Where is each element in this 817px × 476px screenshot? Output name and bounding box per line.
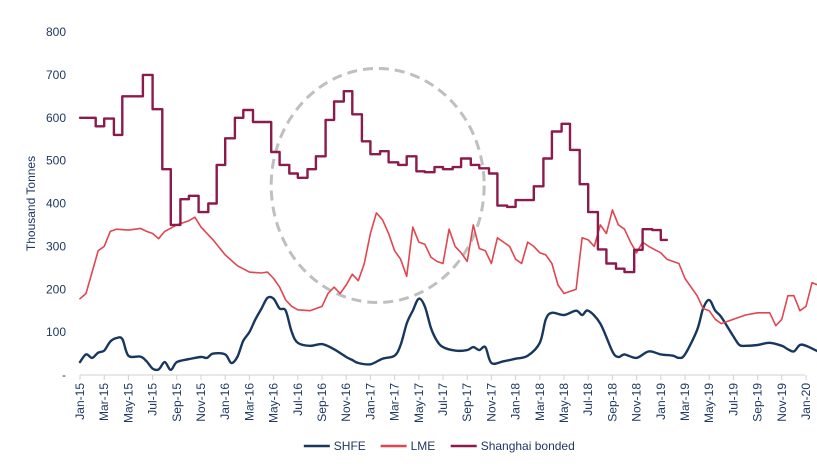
x-tick-label: Nov-19 bbox=[775, 383, 789, 422]
x-tick-label: Sep-15 bbox=[170, 383, 184, 422]
annotation-layer bbox=[269, 66, 486, 305]
axis-layer: - 100 200 300 400 500 600 700 800 Jan-15 Mar-15 May… bbox=[46, 25, 813, 423]
y-tick-label: 200 bbox=[46, 282, 66, 296]
x-tick-label: Mar-17 bbox=[388, 383, 402, 421]
x-tick-label: May-16 bbox=[267, 383, 281, 423]
x-tick-label: May-18 bbox=[557, 383, 571, 423]
x-tick-label: Jul-18 bbox=[581, 383, 595, 416]
y-axis-title: Thousand Tonnes bbox=[24, 156, 38, 251]
series-line-lme bbox=[79, 209, 817, 327]
y-tick-label: - bbox=[62, 368, 66, 382]
x-tick-label: Jan-16 bbox=[218, 383, 232, 420]
x-tick-label: Sep-17 bbox=[460, 383, 474, 422]
x-tick-label: Jan-17 bbox=[363, 383, 377, 420]
x-tick-label: Nov-15 bbox=[194, 383, 208, 422]
x-tick-label: Jul-19 bbox=[726, 383, 740, 416]
x-tick-label: May-19 bbox=[702, 383, 716, 423]
legend-label-shfe: SHFE bbox=[334, 439, 366, 453]
x-tick-label: Nov-16 bbox=[339, 383, 353, 422]
y-tick-label: 700 bbox=[46, 68, 66, 82]
x-tick-label: May-15 bbox=[121, 383, 135, 423]
y-tick-label: 400 bbox=[46, 197, 66, 211]
x-tick-label: Jan-19 bbox=[654, 383, 668, 420]
x-tick-label: May-17 bbox=[412, 383, 426, 423]
x-tick-label: Jan-15 bbox=[73, 383, 87, 420]
x-tick-label: Jul-15 bbox=[146, 383, 160, 416]
legend-label-lme: LME bbox=[411, 439, 436, 453]
series-layer bbox=[78, 73, 817, 372]
y-tick-label: 100 bbox=[46, 325, 66, 339]
x-tick-label: Nov-18 bbox=[630, 383, 644, 422]
y-tick-label: 500 bbox=[46, 154, 66, 168]
x-tick-label: Mar-18 bbox=[533, 383, 547, 421]
x-tick-label: Jul-16 bbox=[291, 383, 305, 416]
y-tick-label: 800 bbox=[46, 25, 66, 39]
x-tick-label: Mar-16 bbox=[242, 383, 256, 421]
x-tick-label: Jan-20 bbox=[799, 383, 813, 420]
x-tick-label: Mar-15 bbox=[97, 383, 111, 421]
x-tick-label: Sep-18 bbox=[605, 383, 619, 422]
legend: SHFE LME Shanghai bonded bbox=[303, 439, 575, 453]
series-line-shfe bbox=[78, 295, 817, 372]
x-tick-label: Jan-18 bbox=[509, 383, 523, 420]
x-tick-label: Jul-17 bbox=[436, 383, 450, 416]
series-line-shanghai-bonded bbox=[78, 73, 669, 274]
y-tick-label: 300 bbox=[46, 239, 66, 253]
x-tick-label: Sep-16 bbox=[315, 383, 329, 422]
x-tick-label: Nov-17 bbox=[484, 383, 498, 422]
legend-label-shanghai-bonded: Shanghai bonded bbox=[481, 439, 575, 453]
x-tick-label: Mar-19 bbox=[678, 383, 692, 421]
y-tick-label: 600 bbox=[46, 111, 66, 125]
x-tick-label: Sep-19 bbox=[751, 383, 765, 422]
highlight-ellipse bbox=[269, 66, 486, 305]
